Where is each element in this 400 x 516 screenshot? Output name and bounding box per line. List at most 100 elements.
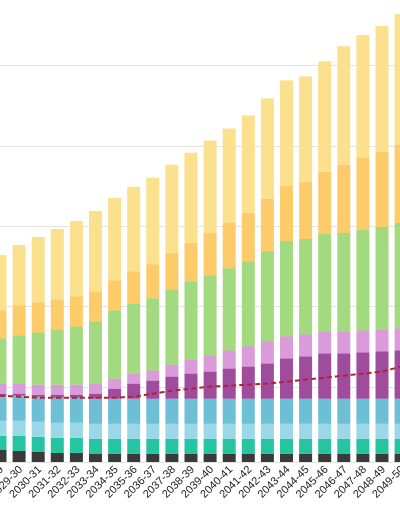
bar-segment-s1-c15 xyxy=(280,438,293,454)
bar-segment-s0-c16 xyxy=(299,453,313,462)
bar-segment-s7-c8 xyxy=(146,264,160,299)
bar-segment-s5-c21 xyxy=(394,328,400,351)
bar-segment-s1-c14 xyxy=(260,438,274,454)
bar-segment-s3-c21 xyxy=(394,398,400,424)
bar-segment-s1-c20 xyxy=(375,438,389,454)
bar-segment-s0-c4 xyxy=(69,452,83,462)
bar-segment-s7-c11 xyxy=(203,233,217,276)
bar-segment-s1-c19 xyxy=(356,438,370,454)
bar-segment-s4-c11 xyxy=(203,371,217,399)
bar-segment-s7-c12 xyxy=(222,222,236,269)
bar-segment-s8-c7 xyxy=(127,186,141,272)
bar-segment-s6-c13 xyxy=(241,261,255,347)
bar-segment-s5-c18 xyxy=(337,331,351,354)
bar-segment-s4-c9 xyxy=(165,376,179,399)
bar-segment-s6-c9 xyxy=(165,289,179,365)
bar-segment-s2-c4 xyxy=(69,422,83,438)
bar-segment-s4-c4 xyxy=(69,394,83,398)
bar-segment-s0-c18 xyxy=(337,453,351,462)
bar-segment-s4-c14 xyxy=(260,363,274,399)
bar-segment-s1-c2 xyxy=(31,436,45,452)
bar-segment-s3-c12 xyxy=(222,398,236,424)
bar-segment-s8-c1 xyxy=(12,245,26,306)
bar-segment-s2-c1 xyxy=(12,420,26,436)
bar-segment-s0-c1 xyxy=(12,450,26,462)
bar-segment-s0-c19 xyxy=(356,453,370,462)
bar-segment-s3-c10 xyxy=(184,398,198,424)
bar-segment-s5-c5 xyxy=(89,383,102,394)
bar-segment-s0-c2 xyxy=(31,451,45,462)
bar-segment-s4-c15 xyxy=(280,358,293,399)
bar-segment-s4-c12 xyxy=(222,368,236,399)
bar-segment-s7-c1 xyxy=(12,305,26,336)
bar-segment-s8-c17 xyxy=(318,61,332,172)
bar-segment-s4-c21 xyxy=(394,350,400,399)
bar-segment-s6-c4 xyxy=(69,326,83,385)
bar-segment-s7-c20 xyxy=(375,151,389,227)
bar-segment-s7-c17 xyxy=(318,171,332,235)
bar-segment-s5-c0 xyxy=(0,383,7,394)
bar-segment-s4-c13 xyxy=(241,366,255,399)
bar-segment-s2-c16 xyxy=(299,423,313,439)
bar-segment-s0-c8 xyxy=(146,453,160,462)
bar-segment-s7-c5 xyxy=(89,291,102,322)
bar-segment-s7-c19 xyxy=(356,157,370,230)
bar-segment-s0-c14 xyxy=(260,453,274,462)
bar-segment-s1-c4 xyxy=(69,437,83,453)
bar-segment-s0-c13 xyxy=(241,453,255,462)
bar-segment-s7-c13 xyxy=(241,212,255,262)
bar-segment-s6-c5 xyxy=(89,321,102,384)
bar-segment-s7-c4 xyxy=(69,296,83,327)
bar-segment-s6-c1 xyxy=(12,335,26,384)
bar-segment-s0-c9 xyxy=(165,453,179,462)
bar-segment-s5-c12 xyxy=(222,350,236,369)
bar-segment-s0-c17 xyxy=(318,453,332,462)
bar-segment-s5-c1 xyxy=(12,383,26,394)
bar-segment-s2-c3 xyxy=(50,422,64,438)
bar-segment-s1-c8 xyxy=(146,438,160,454)
bar-segment-s7-c15 xyxy=(280,185,293,242)
bar-segment-s4-c5 xyxy=(89,393,102,399)
bar-segment-s0-c10 xyxy=(184,453,198,462)
bar-segment-s8-c12 xyxy=(222,128,236,223)
bar-segment-s7-c3 xyxy=(50,299,64,330)
bar-segment-s1-c17 xyxy=(318,438,332,454)
bar-segment-s5-c16 xyxy=(299,334,313,357)
bar-segment-s2-c7 xyxy=(127,423,141,439)
bar-segment-s2-c18 xyxy=(337,423,351,439)
bar-segment-s7-c2 xyxy=(31,302,45,333)
bar-segment-s6-c12 xyxy=(222,268,236,351)
bar-segment-s1-c18 xyxy=(337,438,351,454)
bar-segment-s0-c15 xyxy=(280,453,293,462)
bar-segment-s2-c11 xyxy=(203,423,217,439)
bar-segment-s1-c5 xyxy=(89,438,102,454)
bar-segment-s5-c9 xyxy=(165,364,179,377)
bar-segment-s6-c18 xyxy=(337,233,351,332)
bar-segment-s4-c6 xyxy=(108,388,122,399)
bar-segment-s6-c2 xyxy=(31,332,45,385)
bar-segment-s1-c9 xyxy=(165,438,179,454)
bar-segment-s1-c10 xyxy=(184,438,198,454)
bar-segment-s8-c4 xyxy=(69,220,83,297)
bar-segment-s8-c16 xyxy=(299,76,313,182)
bar-segment-s6-c7 xyxy=(127,303,141,374)
bar-segment-s0-c11 xyxy=(203,453,217,462)
bar-segment-s3-c5 xyxy=(89,398,102,424)
bar-segment-s6-c14 xyxy=(260,251,274,342)
x-axis-tick-labels: 2028-292029-302030-312031-322032-332033-… xyxy=(0,464,400,501)
bar-segment-s3-c16 xyxy=(299,398,313,424)
bar-segment-s2-c0 xyxy=(0,420,7,436)
bar-segment-s0-c5 xyxy=(89,453,102,462)
bar-segment-s3-c2 xyxy=(31,396,45,422)
bar-segment-s7-c10 xyxy=(184,243,198,282)
bar-segment-s3-c0 xyxy=(0,395,7,421)
bar-segment-s2-c9 xyxy=(165,423,179,439)
bar-segment-s8-c9 xyxy=(165,164,179,254)
bar-segment-s3-c13 xyxy=(241,398,255,424)
bar-segment-s4-c1 xyxy=(12,393,26,396)
bar-segment-s5-c7 xyxy=(127,373,141,384)
bar-segment-s8-c15 xyxy=(280,80,293,186)
bar-segment-s8-c3 xyxy=(50,228,64,300)
bar-segment-s3-c20 xyxy=(375,398,389,424)
bar-segment-s1-c16 xyxy=(299,438,313,454)
